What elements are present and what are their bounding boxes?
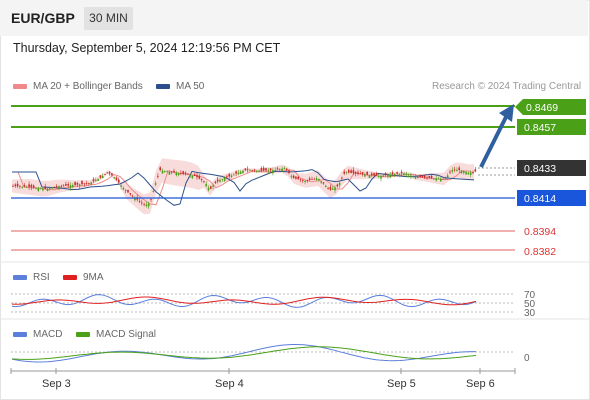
rsi-tick-70: 70	[524, 290, 536, 301]
legend-macd-signal-swatch	[76, 331, 90, 337]
candles	[12, 165, 477, 209]
legend-ma20-swatch	[13, 83, 27, 89]
level-tag-0.8382: 0.8382	[524, 246, 556, 258]
legend-9ma: 9MA	[63, 272, 104, 283]
level-tag-text: 0.8433	[524, 163, 556, 175]
legend-macd-label: MACD	[33, 329, 63, 340]
level-tag-text: 0.8469	[526, 102, 558, 114]
legend-rsi: RSI	[13, 272, 50, 283]
legend-macd-swatch	[13, 331, 27, 337]
legend-ma50: MA 50	[156, 81, 204, 92]
legend-rsi-swatch	[13, 274, 27, 280]
x-tick-sep3: Sep 3	[42, 378, 71, 390]
macd-panel: 0	[11, 344, 530, 364]
level-tag-0.8433: 0.8433	[517, 160, 586, 176]
rsi-tick-50: 50	[524, 299, 536, 310]
macd-tick-0: 0	[524, 353, 530, 364]
legend-macd: MACD	[13, 329, 62, 340]
rsi-9ma-line	[11, 296, 477, 306]
legend-9ma-swatch	[63, 274, 77, 280]
rsi-tick-30: 30	[524, 308, 536, 319]
level-tag-0.8394: 0.8394	[524, 226, 556, 238]
rsi-panel: 70 50 30	[11, 290, 536, 319]
legend-ma20-label: MA 20 + Bollinger Bands	[33, 81, 143, 92]
forecast-arrow-head	[499, 104, 514, 122]
level-tag-0.8469: 0.8469	[515, 99, 586, 115]
level-tag-text: 0.8414	[524, 193, 556, 205]
credit-text: Research © 2024 Trading Central	[432, 81, 582, 92]
x-tick-sep5: Sep 5	[387, 378, 416, 390]
legend-ma50-label: MA 50	[176, 81, 205, 92]
level-tag-text: 0.8457	[524, 122, 556, 134]
x-tick-sep6: Sep 6	[466, 378, 495, 390]
legend-macd-signal: MACD Signal	[76, 329, 156, 340]
timeframe-button[interactable]: 30 MIN	[84, 7, 133, 30]
legend-macd-signal-label: MACD Signal	[96, 329, 157, 340]
legend-ma20: MA 20 + Bollinger Bands	[13, 81, 143, 92]
legend-ma50-swatch	[156, 83, 170, 89]
legend-9ma-label: 9MA	[83, 272, 104, 283]
level-tag-0.8457: 0.8457	[517, 119, 586, 135]
timestamp: Thursday, September 5, 2024 12:19:56 PM …	[13, 41, 281, 55]
bollinger-band	[12, 158, 475, 215]
macd-line	[11, 344, 476, 363]
level-tag-0.8414: 0.8414	[517, 190, 586, 206]
legend-rsi-label: RSI	[33, 272, 50, 283]
rsi-line	[11, 294, 477, 308]
symbol-title: EUR/GBP	[11, 10, 75, 26]
chart-header: EUR/GBP 30 MIN	[0, 0, 588, 36]
x-tick-sep4: Sep 4	[215, 378, 244, 390]
macd-signal-line	[11, 346, 477, 360]
forecast-arrow-shaft	[479, 116, 508, 168]
